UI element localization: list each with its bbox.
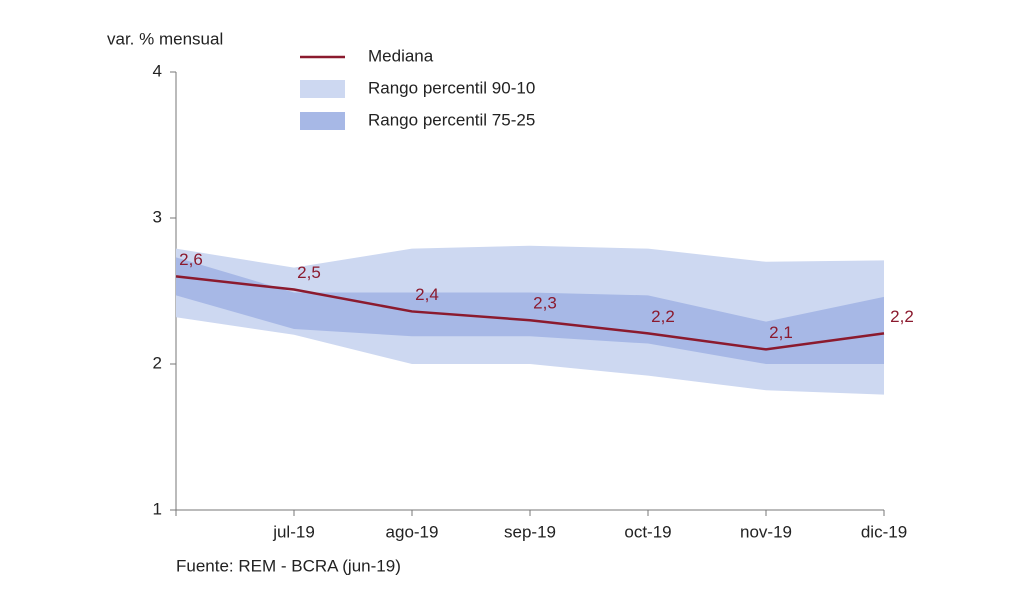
y-tick-label: 4 — [153, 61, 162, 80]
legend-swatch — [300, 112, 345, 130]
legend-label: Rango percentil 90-10 — [368, 78, 535, 97]
data-label: 2,2 — [890, 307, 914, 326]
data-label: 2,1 — [769, 323, 793, 342]
data-label: 2,6 — [179, 250, 203, 269]
source: Fuente: REM - BCRA (jun-19) — [176, 556, 401, 575]
percentile-band — [176, 257, 884, 364]
x-tick-label: jul-19 — [272, 522, 315, 541]
x-tick-label: ago-19 — [386, 522, 439, 541]
legend-swatch — [300, 80, 345, 98]
data-label: 2,5 — [297, 263, 321, 282]
data-label: 2,4 — [415, 285, 439, 304]
y-axis-label: var. % mensual — [107, 29, 223, 48]
data-label: 2,3 — [533, 294, 557, 313]
y-tick-label: 1 — [153, 499, 162, 518]
legend-label: Mediana — [368, 46, 434, 65]
x-tick-label: sep-19 — [504, 522, 556, 541]
x-tick-label: dic-19 — [861, 522, 907, 541]
data-label: 2,2 — [651, 307, 675, 326]
y-tick-label: 2 — [153, 353, 162, 372]
x-tick-label: nov-19 — [740, 522, 792, 541]
y-tick-label: 3 — [153, 207, 162, 226]
x-tick-label: oct-19 — [624, 522, 671, 541]
median-line — [175, 275, 885, 351]
legend-label: Rango percentil 75-25 — [368, 110, 535, 129]
